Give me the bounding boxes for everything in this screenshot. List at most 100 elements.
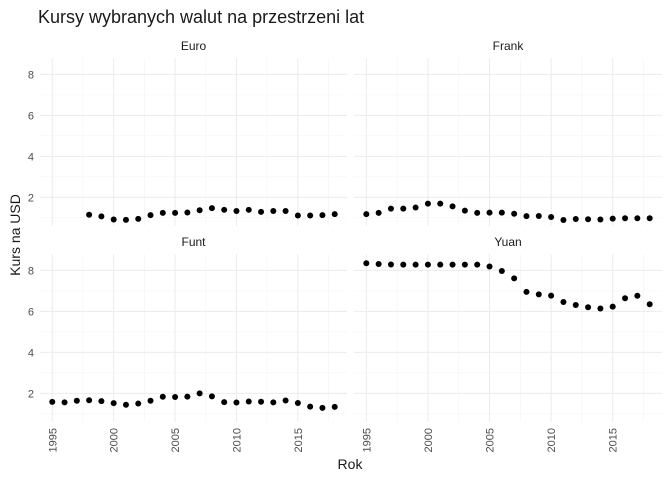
- data-point: [486, 263, 493, 270]
- data-point: [646, 301, 653, 308]
- data-point: [184, 393, 191, 400]
- data-point: [233, 399, 240, 406]
- facet-label: Funt: [181, 235, 206, 249]
- data-point: [474, 261, 481, 268]
- data-point: [331, 403, 338, 410]
- data-point: [572, 302, 579, 309]
- facet-label: Euro: [181, 39, 207, 53]
- data-point: [548, 213, 555, 220]
- data-point: [634, 292, 641, 299]
- data-point: [486, 209, 493, 216]
- panel-frank: Frank: [354, 39, 662, 226]
- data-point: [449, 203, 456, 210]
- data-point: [208, 205, 215, 212]
- data-point: [184, 209, 191, 216]
- y-tick-label: 8: [28, 69, 34, 81]
- data-point: [535, 291, 542, 298]
- facet-label: Yuan: [494, 235, 521, 249]
- facet-label: Frank: [493, 39, 525, 53]
- data-point: [461, 261, 468, 268]
- y-tick-label: 4: [28, 347, 34, 359]
- data-point: [609, 215, 616, 222]
- data-point: [646, 215, 653, 222]
- data-point: [98, 398, 105, 405]
- y-tick-label: 6: [28, 110, 34, 122]
- data-point: [523, 213, 530, 220]
- data-point: [609, 303, 616, 310]
- panel-euro: Euro 2 4 6 8: [28, 39, 347, 226]
- data-point: [245, 206, 252, 213]
- data-point: [221, 399, 228, 406]
- data-point: [135, 215, 142, 222]
- x-tick-label: 2015: [608, 428, 620, 452]
- data-point: [122, 216, 129, 223]
- data-point: [331, 211, 338, 218]
- data-point: [73, 397, 80, 404]
- data-point: [424, 200, 431, 207]
- data-point: [258, 398, 265, 405]
- data-point: [147, 212, 154, 219]
- y-axis-title: Kurs na USD: [7, 194, 23, 276]
- data-point: [86, 211, 93, 218]
- data-point: [196, 390, 203, 397]
- data-point: [363, 260, 370, 267]
- data-point: [400, 205, 407, 212]
- data-point: [585, 304, 592, 311]
- data-point: [294, 399, 301, 406]
- data-point: [400, 261, 407, 268]
- data-point: [233, 208, 240, 215]
- data-point: [282, 397, 289, 404]
- data-point: [135, 400, 142, 407]
- data-point: [597, 216, 604, 223]
- data-point: [282, 208, 289, 215]
- x-tick-label: 2015: [293, 428, 305, 452]
- x-tick-label: 2005: [170, 428, 182, 452]
- data-point: [437, 200, 444, 207]
- data-point: [634, 215, 641, 222]
- y-tick-label: 8: [28, 265, 34, 277]
- data-point: [474, 209, 481, 216]
- data-point: [449, 261, 456, 268]
- x-tick-label: 2000: [109, 428, 121, 452]
- y-tick-label: 6: [28, 306, 34, 318]
- data-point: [560, 217, 567, 224]
- data-point: [511, 275, 518, 282]
- data-point: [98, 213, 105, 220]
- y-tick-label: 2: [28, 192, 34, 204]
- data-point: [307, 212, 314, 219]
- data-point: [172, 394, 179, 401]
- data-point: [375, 261, 382, 268]
- data-point: [461, 207, 468, 214]
- facet-panels: Euro 2 4 6 8 Frank Funt 2 4 6 8 1995 2000 2005 2010 201…: [28, 39, 662, 452]
- data-point: [208, 393, 215, 400]
- x-tick-label: 1995: [361, 428, 373, 452]
- y-tick-label: 2: [28, 388, 34, 400]
- data-point: [387, 205, 394, 212]
- data-point: [319, 212, 326, 219]
- x-tick-label: 2010: [546, 428, 558, 452]
- data-point: [375, 209, 382, 216]
- data-point: [622, 295, 629, 302]
- data-point: [110, 400, 117, 407]
- data-point: [363, 211, 370, 218]
- data-point: [498, 209, 505, 216]
- data-point: [437, 261, 444, 268]
- panel-funt: Funt 2 4 6 8 1995 2000 2005 2010 2015: [28, 235, 347, 452]
- data-point: [307, 403, 314, 410]
- data-point: [110, 216, 117, 223]
- data-point: [294, 212, 301, 219]
- data-point: [319, 404, 326, 411]
- data-point: [498, 268, 505, 275]
- data-point: [86, 397, 93, 404]
- data-point: [535, 212, 542, 219]
- data-point: [523, 288, 530, 295]
- data-point: [597, 305, 604, 312]
- data-point: [412, 261, 419, 268]
- data-point: [270, 399, 277, 406]
- data-point: [122, 401, 129, 408]
- data-point: [258, 208, 265, 215]
- data-point: [270, 208, 277, 215]
- data-point: [585, 216, 592, 223]
- data-point: [572, 216, 579, 223]
